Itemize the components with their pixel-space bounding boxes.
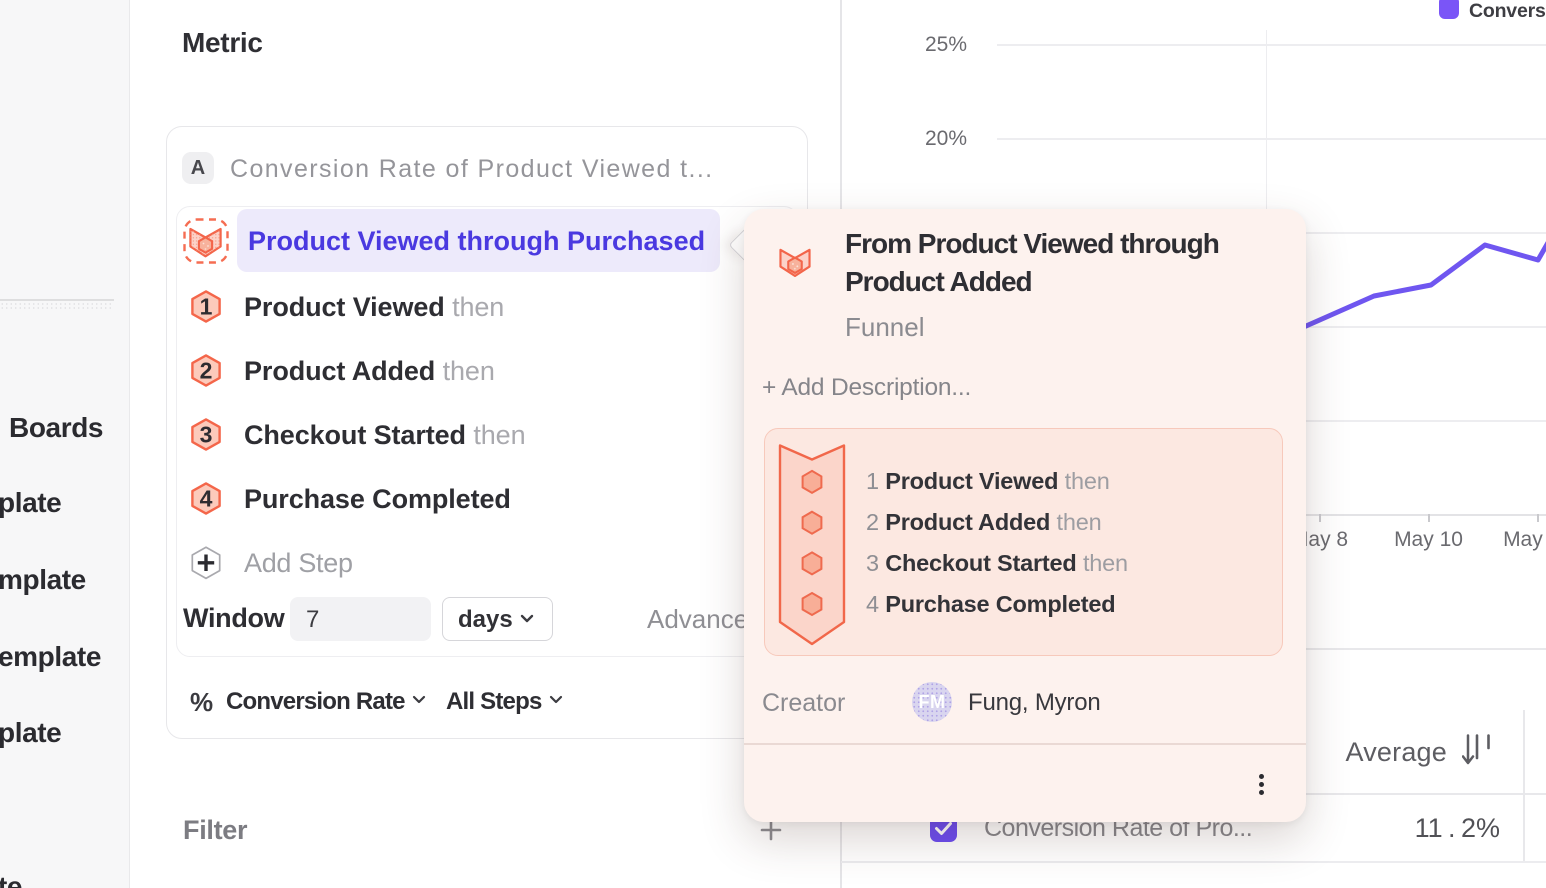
- svg-text:3: 3: [200, 421, 213, 447]
- svg-text:4: 4: [200, 485, 213, 511]
- svg-text:1: 1: [200, 293, 213, 319]
- svg-text:2: 2: [200, 357, 213, 383]
